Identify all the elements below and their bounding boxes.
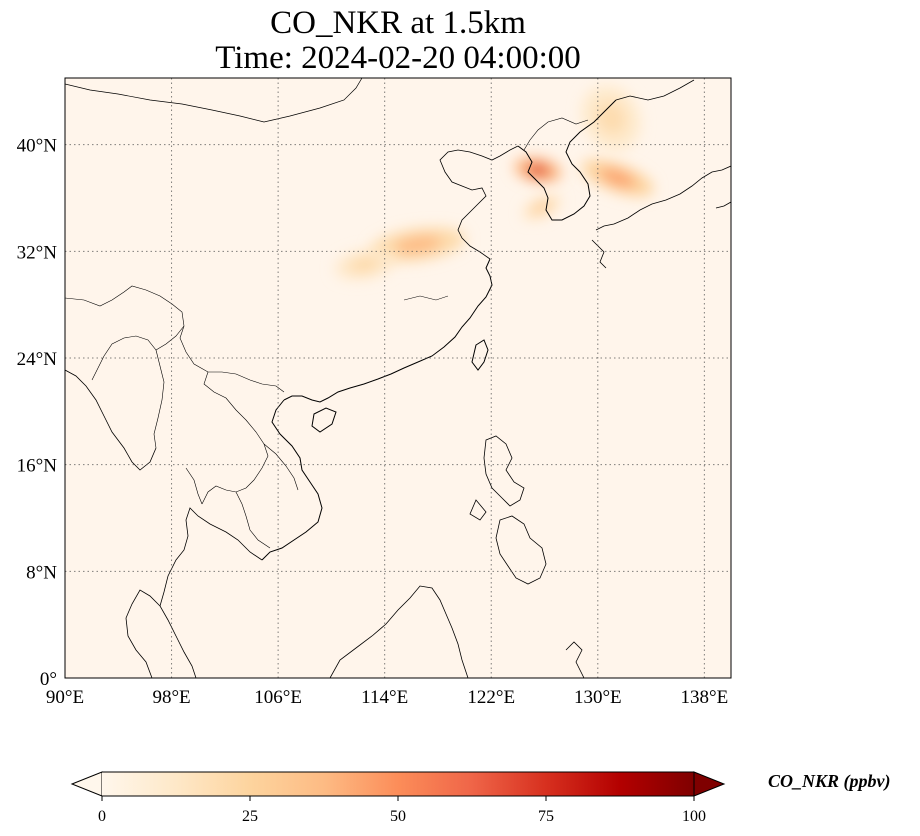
lon-tick-label: 114°E — [361, 687, 408, 708]
plume-east-sea — [581, 159, 654, 197]
colorbar-tick-label: 100 — [682, 808, 706, 825]
colorbar: 0 25 50 75 100 — [70, 771, 726, 825]
latitude-tick-labels: 0° 8°N 16°N 24°N 32°N 40°N — [17, 136, 58, 690]
lon-tick-label: 138°E — [681, 687, 729, 708]
map-title: CO_NKR at 1.5km Time: 2024-02-20 04:00:0… — [65, 6, 731, 76]
title-variable: CO_NKR at 1.5km — [270, 5, 526, 41]
title-time: Time: 2024-02-20 04:00:00 — [215, 40, 581, 76]
lon-tick-label: 122°E — [467, 687, 515, 708]
colorbar-ticks: 0 25 50 75 100 — [98, 796, 706, 825]
plume-manchuria — [581, 85, 641, 151]
plume-east-china — [370, 227, 466, 262]
colorbar-gradient — [102, 772, 694, 796]
gridlines — [65, 78, 731, 678]
colorbar-min-extend — [70, 771, 103, 797]
lon-tick-label: 130°E — [574, 687, 622, 708]
colorbar-label: CO_NKR (ppbv) — [768, 771, 891, 791]
lat-tick-label: 8°N — [26, 562, 57, 583]
plume-central-china — [335, 249, 395, 280]
plume-korea-west-sea — [514, 157, 562, 183]
lon-tick-label: 98°E — [152, 687, 190, 708]
lat-tick-label: 40°N — [17, 136, 58, 157]
coastlines — [65, 78, 731, 678]
colorbar-tick-label: 0 — [98, 808, 106, 825]
colorbar-max-extend — [693, 771, 726, 797]
colorbar-tick-label: 50 — [390, 808, 406, 825]
lat-tick-label: 16°N — [17, 456, 58, 477]
longitude-tick-labels: 90°E 98°E 106°E 114°E 122°E 130°E 138°E — [46, 687, 728, 708]
colorbar-tick-label: 25 — [242, 808, 258, 825]
lat-tick-label: 24°N — [17, 349, 58, 370]
concentration-field — [335, 85, 654, 280]
map-frame — [64, 77, 732, 679]
lat-tick-label: 32°N — [17, 242, 58, 263]
lat-tick-label: 0° — [40, 669, 57, 690]
lon-tick-label: 90°E — [46, 687, 84, 708]
lon-tick-label: 106°E — [254, 687, 302, 708]
colorbar-tick-label: 75 — [538, 808, 554, 825]
